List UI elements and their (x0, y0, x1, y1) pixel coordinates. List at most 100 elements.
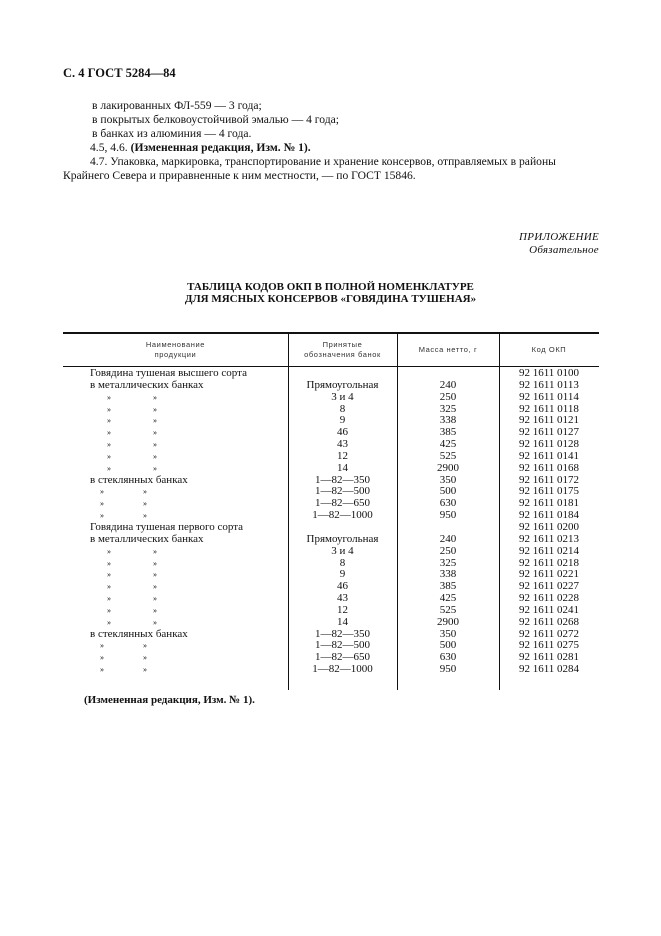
ditto-mark: » (100, 641, 104, 651)
ditto-mark: » (153, 558, 157, 568)
okp-code: 92 1611 0128 (518, 438, 580, 451)
net-mass: 630 (439, 651, 457, 664)
ditto-mark: » (153, 605, 157, 615)
ditto-mark: » (143, 653, 147, 663)
appendix-note: Обязательное (529, 244, 599, 256)
column-header-mass: Масса нетто, г (418, 345, 478, 354)
net-mass: 350 (439, 473, 457, 486)
can-designation: 1—82—650 (315, 651, 370, 664)
okp-code: 92 1611 0141 (518, 449, 580, 462)
net-mass: 2900 (437, 615, 459, 628)
can-designation: Прямоугольная (306, 532, 379, 545)
table-row: » » 1—82—650 630 92 1611 0181 (63, 497, 599, 510)
net-mass: 950 (439, 663, 457, 676)
clause-number: 4.5, 4.6. (90, 141, 131, 154)
paragraph-line: в банках из алюминия — 4 года. (92, 127, 252, 140)
table-row: » » 46 385 92 1611 0227 (63, 580, 599, 593)
column-header-name: Наименование продукции (63, 334, 288, 366)
net-mass: 338 (439, 568, 457, 581)
okp-code: 92 1611 0118 (519, 402, 579, 415)
ditto-mark: » (153, 440, 157, 450)
net-mass: 425 (439, 592, 457, 605)
can-designation: 1—82—1000 (312, 663, 373, 676)
can-designation: 14 (337, 461, 348, 474)
net-mass: 240 (439, 378, 457, 391)
net-mass: 385 (439, 580, 457, 593)
ditto-mark: » (153, 428, 157, 438)
okp-code: 92 1611 0221 (518, 568, 580, 581)
table-row: Говядина тушеная первого сорта 92 1611 02… (63, 521, 599, 534)
ditto-mark: » (100, 665, 104, 675)
can-designation: 43 (337, 438, 348, 451)
table-row: » » 9 338 92 1611 0221 (63, 568, 599, 581)
net-mass: 525 (439, 603, 457, 616)
product-name: в стеклянных банках (90, 627, 188, 640)
ditto-mark: » (107, 451, 111, 461)
ditto-mark: » (143, 499, 147, 509)
ditto-mark: » (107, 617, 111, 627)
ditto-mark: » (153, 594, 157, 604)
can-designation: Прямоугольная (306, 378, 379, 391)
table-row: » » 8 325 92 1611 0118 (63, 402, 599, 416)
product-name: Говядина тушеная высшего сорта (90, 367, 247, 379)
ditto-mark: » (100, 499, 104, 509)
okp-code: 92 1611 0100 (518, 367, 580, 379)
net-mass: 250 (439, 390, 457, 403)
can-designation: 3 и 4 (331, 390, 354, 403)
can-designation: 9 (339, 414, 346, 427)
column-header-can: Принятые обозначения банок (288, 334, 397, 366)
ditto-mark: » (107, 558, 111, 568)
ditto-mark: » (107, 463, 111, 473)
okp-code: 92 1611 0218 (518, 556, 580, 569)
can-designation: 1—82—500 (315, 485, 370, 498)
product-name: в металлических банках (90, 532, 204, 545)
okp-code: 92 1611 0272 (518, 627, 580, 640)
okp-code: 92 1611 0113 (519, 378, 579, 391)
column-header-code: Код ОКП (531, 345, 567, 354)
can-designation: 3 и 4 (331, 544, 354, 557)
paragraph-line: Крайнего Севера и приравненные к ним мес… (63, 169, 416, 182)
ditto-mark: » (153, 451, 157, 461)
column-divider (397, 334, 398, 690)
okp-code: 92 1611 0228 (518, 592, 580, 605)
header-line: Принятые (322, 340, 363, 349)
paragraph-amendment: 4.5, 4.6. (Измененная редакция, Изм. № 1… (90, 141, 311, 155)
ditto-mark: » (107, 440, 111, 450)
table-row: в металлических банках Прямоугольная 240 92… (63, 532, 599, 546)
okp-code: 92 1611 0175 (518, 485, 580, 498)
product-name: в металлических банках (90, 378, 204, 391)
can-designation: 12 (337, 449, 348, 462)
ditto-mark: » (100, 487, 104, 497)
table-row: » » 1—82—1000 950 92 1611 0184 (63, 509, 599, 522)
ditto-mark: » (107, 582, 111, 592)
can-designation: 12 (337, 603, 348, 616)
can-designation: 1—82—650 (315, 497, 370, 510)
table-row: в стеклянных банках 1—82—350 350 92 1611 02… (63, 627, 599, 641)
net-mass: 2900 (437, 461, 459, 474)
net-mass: 500 (439, 485, 457, 498)
can-designation: 8 (339, 402, 346, 415)
product-name: в стеклянных банках (90, 473, 188, 486)
table-row: в металлических банках Прямоугольная 240 92… (63, 378, 599, 392)
table-row: » » 12 525 92 1611 0141 (63, 449, 599, 463)
can-designation: 43 (337, 592, 348, 605)
okp-code: 92 1611 0181 (518, 497, 580, 510)
okp-code: 92 1611 0121 (518, 414, 580, 427)
okp-code: 92 1611 0284 (518, 663, 580, 676)
net-mass: 350 (439, 627, 457, 640)
net-mass: 240 (439, 532, 457, 545)
column-divider (499, 334, 500, 690)
net-mass: 385 (439, 426, 457, 439)
okp-code: 92 1611 0213 (518, 532, 580, 545)
net-mass: 425 (439, 438, 457, 451)
can-designation: 1—82—500 (315, 639, 370, 652)
can-designation: 1—82—350 (315, 627, 370, 640)
ditto-mark: » (107, 404, 111, 414)
column-divider (288, 334, 289, 690)
appendix-label: ПРИЛОЖЕНИЕ Обязательное (519, 231, 599, 257)
okp-code: 92 1611 0241 (518, 603, 580, 616)
table-header-rule (63, 366, 599, 367)
net-mass: 325 (439, 402, 457, 415)
ditto-mark: » (100, 653, 104, 663)
ditto-mark: » (153, 416, 157, 426)
